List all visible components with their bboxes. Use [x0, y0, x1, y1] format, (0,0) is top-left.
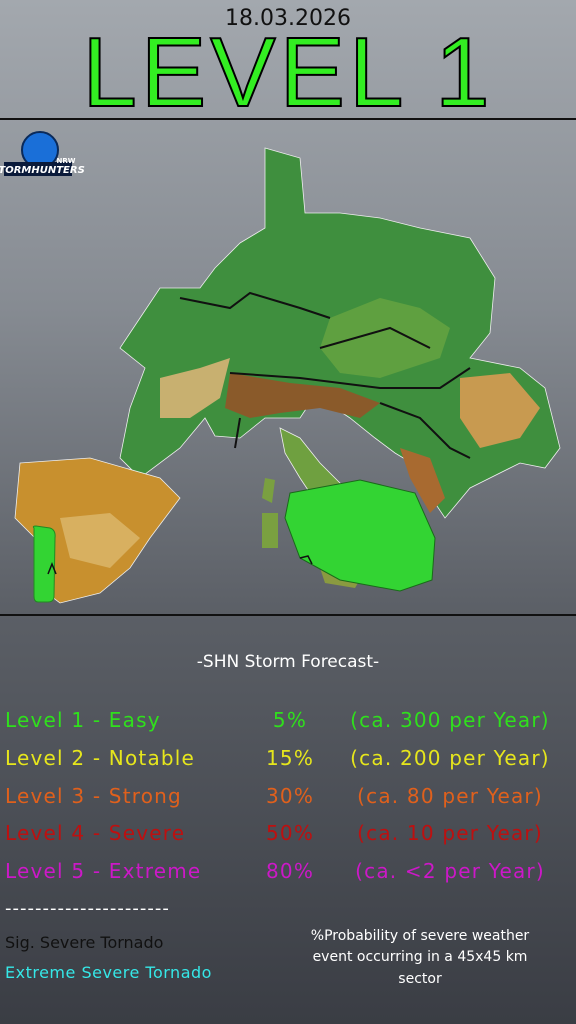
level-probability: 50%: [265, 821, 315, 846]
level-probability: 30%: [265, 783, 315, 808]
level-label: Level 2 - Notable: [5, 745, 196, 770]
note-line: sector: [398, 971, 442, 987]
level-probability: 5%: [272, 708, 308, 732]
level-label: Level 5 - Extreme: [5, 859, 202, 884]
note-line: %Probability of severe weather: [310, 928, 530, 944]
separator: ----------------------: [5, 898, 170, 919]
level-label: Level 1 - Easy: [5, 708, 161, 732]
legend-item: Extreme Severe Tornado: [5, 963, 212, 982]
level-frequency: (ca. 10 per Year): [357, 821, 543, 846]
level-probability: 15%: [265, 745, 315, 770]
logo-region: NRW: [57, 157, 76, 165]
logo-name: STORMHUNTERS: [0, 165, 85, 176]
level-frequency: (ca. <2 per Year): [355, 859, 545, 884]
note-line: event occurring in a 45x45 km: [312, 949, 528, 965]
level-frequency: (ca. 80 per Year): [357, 783, 543, 808]
legend-item: Sig. Severe Tornado: [5, 933, 164, 952]
level-label: Level 4 - Severe: [5, 821, 186, 846]
date: 18.03.2026: [225, 6, 351, 31]
level-title: LEVEL 1: [81, 17, 494, 127]
level-probability: 80%: [265, 859, 315, 884]
forecast-title: -SHN Storm Forecast-: [196, 652, 380, 672]
level-label: Level 3 - Strong: [5, 783, 182, 808]
level-frequency: (ca. 200 per Year): [350, 745, 550, 770]
level-frequency: (ca. 300 per Year): [350, 708, 550, 732]
map: STORMHUNTERS NRW: [0, 118, 576, 616]
